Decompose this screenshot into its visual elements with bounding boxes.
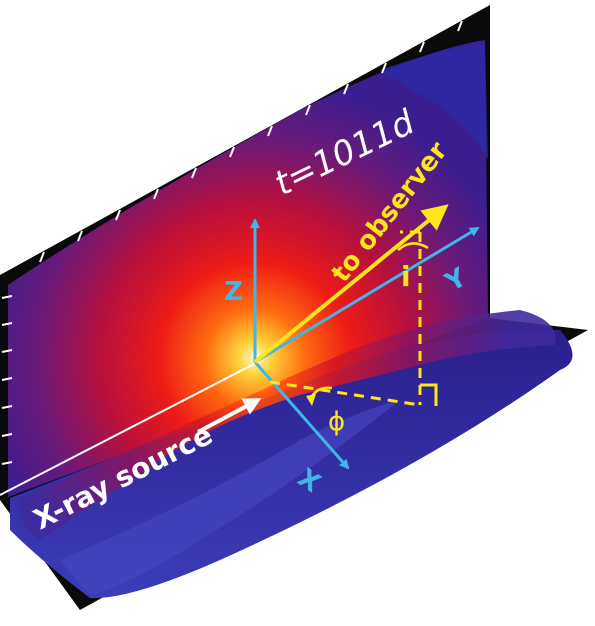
vertical-panel-image [8,40,488,498]
x-axis [253,361,350,470]
floor-shadow [60,400,400,595]
observer-vector [253,204,449,364]
projection-lines [269,230,422,407]
top-ticks [39,20,463,263]
xray-source-line [0,361,259,496]
angle-phi-arrow [306,394,316,406]
angle-phi-label: ϕ [328,407,345,437]
angle-i-arc [397,242,429,251]
vertical-panel-halo [380,44,488,160]
axis-z-label: Z [224,277,243,307]
source-pointer-arrow [197,398,262,434]
right-angle-marker [420,383,438,406]
left-ticks [1,295,13,465]
right-ticks [578,327,592,346]
floor-ejecta [18,310,556,540]
y-axis [254,226,480,364]
angle-i-label: i [401,260,411,293]
